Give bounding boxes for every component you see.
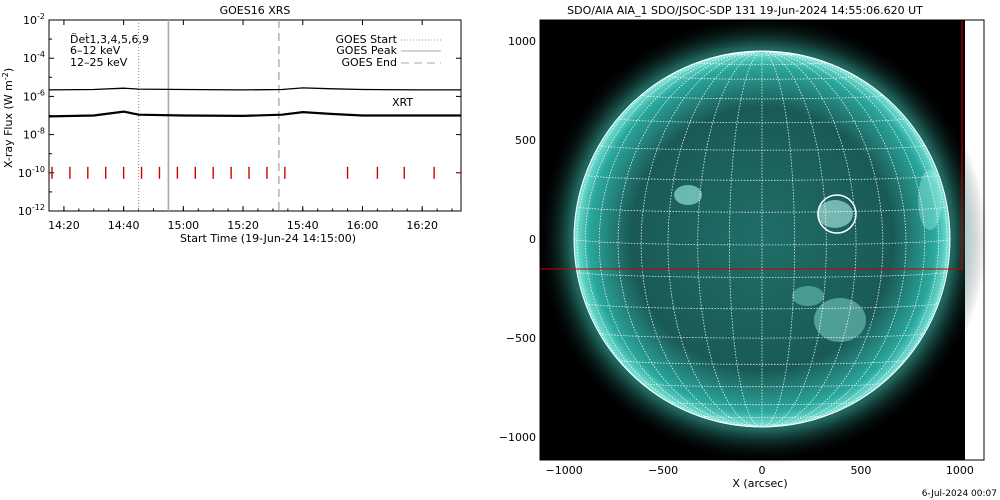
aia-y-tick-label: 1000 <box>508 35 536 48</box>
goes-series <box>49 87 461 118</box>
longitude-line <box>576 50 763 424</box>
longitude-line <box>761 50 907 428</box>
aia-y-tick-label: −1000 <box>499 431 536 444</box>
goes-y-axis-label: X-ray Flux (W m-2) <box>1 68 15 168</box>
xrt-label: XRT <box>392 96 413 109</box>
goes-series-high-energy <box>49 110 461 118</box>
goes-legend: GOES Start GOES Peak GOES End <box>336 33 441 69</box>
goes-x-tick-label: 14:40 <box>108 219 140 232</box>
active-region-south-2 <box>792 286 824 306</box>
goes-x-axis-label: Start Time (19-Jun-24 14:15:00) <box>180 232 356 245</box>
latitude-line <box>599 332 925 339</box>
goes-y-tick-exponent: -4 <box>37 50 45 59</box>
latitude-line <box>729 53 795 56</box>
flare-location-label: O AIA flare location <box>555 33 661 46</box>
goes-y-tick-label: 10-6 <box>23 88 45 103</box>
sun-disk <box>574 51 950 427</box>
heliographic-grid <box>573 50 951 428</box>
active-region-south <box>814 298 866 342</box>
goes-x-tick-label: 15:20 <box>227 219 259 232</box>
aia-x-axis-label: X (arcsec) <box>732 477 787 490</box>
goes-y-tick-base: 10 <box>23 52 37 65</box>
goes-y-tick-label: 10-12 <box>18 203 45 218</box>
legend-goes-start: GOES Start <box>336 33 398 46</box>
aia-x-tick-label: 0 <box>759 464 766 477</box>
goes-y-tick-exponent: -6 <box>37 88 45 97</box>
longitude-line <box>761 50 948 424</box>
aia-x-tick-label: −1000 <box>545 464 582 477</box>
goes-x-tick-label: 14:20 <box>48 219 80 232</box>
goes-y-tick-label: 10-10 <box>18 165 45 180</box>
goes-title: GOES16 XRS <box>220 4 291 17</box>
longitude-line <box>761 50 827 428</box>
latitude-line <box>576 271 948 278</box>
aia-title: SDO/AIA AIA_1 SDO/JSOC-SDP 131 19-Jun-20… <box>567 4 923 17</box>
xrt-obs-marks <box>51 166 461 179</box>
active-region-limb <box>918 170 942 230</box>
goes-series-low-energy <box>49 87 461 91</box>
legend-goes-end: GOES End <box>341 56 397 69</box>
rhessi-legend: D̈et̀1,3,4,5,6,9 6–12 keV 12–25 keV <box>70 33 149 69</box>
active-region-east <box>674 185 702 205</box>
goes-y-tick-base: 10 <box>23 90 37 103</box>
goes-y-tick-label: 10-4 <box>23 50 45 65</box>
goes-y-tick-exponent: -12 <box>32 203 45 212</box>
longitude-line <box>598 50 763 427</box>
aia-x-tick-label: −500 <box>648 464 678 477</box>
longitude-line <box>667 50 763 428</box>
latitude-line <box>618 359 906 365</box>
xrt-fov-box <box>540 20 963 270</box>
aia-y-tick-label: −500 <box>506 332 536 345</box>
legend-12-25-kev: 12–25 keV <box>70 56 128 69</box>
aia-x-ticks: −1000 −500 0 500 1000 <box>545 454 974 477</box>
goes-y-tick-exponent: -2 <box>37 12 45 21</box>
goes-y-tick-exponent: -8 <box>37 127 45 136</box>
goes-x-tick-label: 16:20 <box>406 219 438 232</box>
goes-x-ticks: 14:20 14:40 15:00 15:20 15:40 16:00 16:20 <box>48 20 453 232</box>
aia-y-tick-label: 500 <box>515 134 536 147</box>
longitude-line <box>761 50 857 428</box>
aia-y-tick-label: 0 <box>529 233 536 246</box>
goes-y-tick-base: 10 <box>18 205 32 218</box>
aia-x-tick-label: 500 <box>850 464 871 477</box>
aia-y-ticks: −1000 −500 0 500 1000 <box>499 35 546 444</box>
goes-ylabel-text: X-ray Flux (W m <box>2 80 15 168</box>
active-region-flare <box>817 200 853 228</box>
longitude-line <box>761 50 884 428</box>
longitude-line <box>640 50 763 428</box>
longitude-line <box>761 50 940 427</box>
goes-x-tick-label: 15:00 <box>167 219 199 232</box>
goes-y-tick-exponent: -10 <box>32 165 45 174</box>
goes-y-tick-base: 10 <box>23 129 37 142</box>
goes-ylabel-close: ) <box>2 68 15 72</box>
longitude-line <box>697 50 763 428</box>
active-regions <box>674 170 942 342</box>
flare-location-circle <box>817 194 857 234</box>
legend-detectors: D̈et̀1,3,4,5,6,9 <box>70 33 149 46</box>
goes-x-tick-label: 15:40 <box>287 219 319 232</box>
goes-ylabel-sup: -2 <box>1 72 10 80</box>
svg-text:X-ray Flux (W m-2): X-ray Flux (W m-2) <box>1 68 15 168</box>
longitude-line <box>584 50 763 427</box>
solar-limb <box>573 50 951 428</box>
legend-goes-peak: GOES Peak <box>336 44 397 57</box>
legend-6-12-kev: 6–12 keV <box>70 44 121 57</box>
longitude-line <box>761 50 926 427</box>
goes-y-tick-label: 10-8 <box>23 127 45 142</box>
aia-panel: SDO/AIA AIA_1 SDO/JSOC-SDP 131 19-Jun-20… <box>499 4 997 499</box>
xrt-fov-label: XRT FOV <box>552 422 599 435</box>
aia-x-tick-label: 1000 <box>946 464 974 477</box>
goes-x-tick-label: 16:00 <box>347 219 379 232</box>
goes-y-tick-base: 10 <box>23 14 37 27</box>
latitude-line <box>573 238 951 246</box>
goes-y-tick-base: 10 <box>18 167 32 180</box>
latitude-line <box>576 206 948 213</box>
longitude-line <box>617 50 763 428</box>
footer-date: 6-Jul-2024 00:07 <box>922 489 997 499</box>
goes-y-tick-label: 10-2 <box>23 12 45 27</box>
